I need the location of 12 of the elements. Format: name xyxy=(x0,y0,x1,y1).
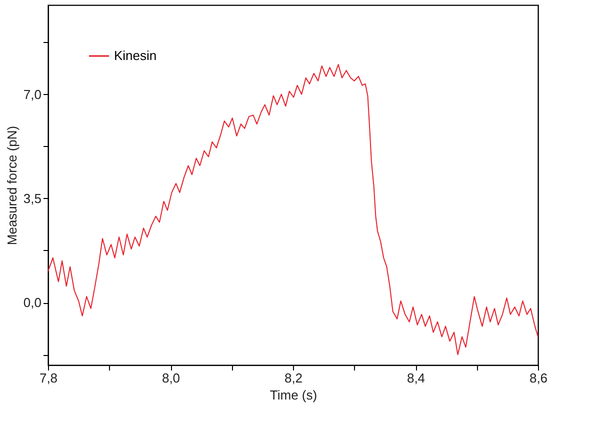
x-tick-label: 8,4 xyxy=(406,370,426,386)
x-axis-title: Time (s) xyxy=(270,388,318,402)
x-tick-label: 8,6 xyxy=(529,370,548,386)
y-tick-label: 0,0 xyxy=(23,295,42,310)
y-tick-label: 7,0 xyxy=(23,86,42,102)
x-tick-label: 8,2 xyxy=(284,370,303,386)
line-series xyxy=(48,64,538,356)
y-tick-label: 3,5 xyxy=(23,190,42,206)
y-axis-title: Measured force (pN) xyxy=(4,126,20,246)
legend-label: Kinesin xyxy=(114,48,157,63)
x-tick-label: 8,0 xyxy=(162,370,180,386)
x-tick-label: 7,8 xyxy=(39,370,58,386)
